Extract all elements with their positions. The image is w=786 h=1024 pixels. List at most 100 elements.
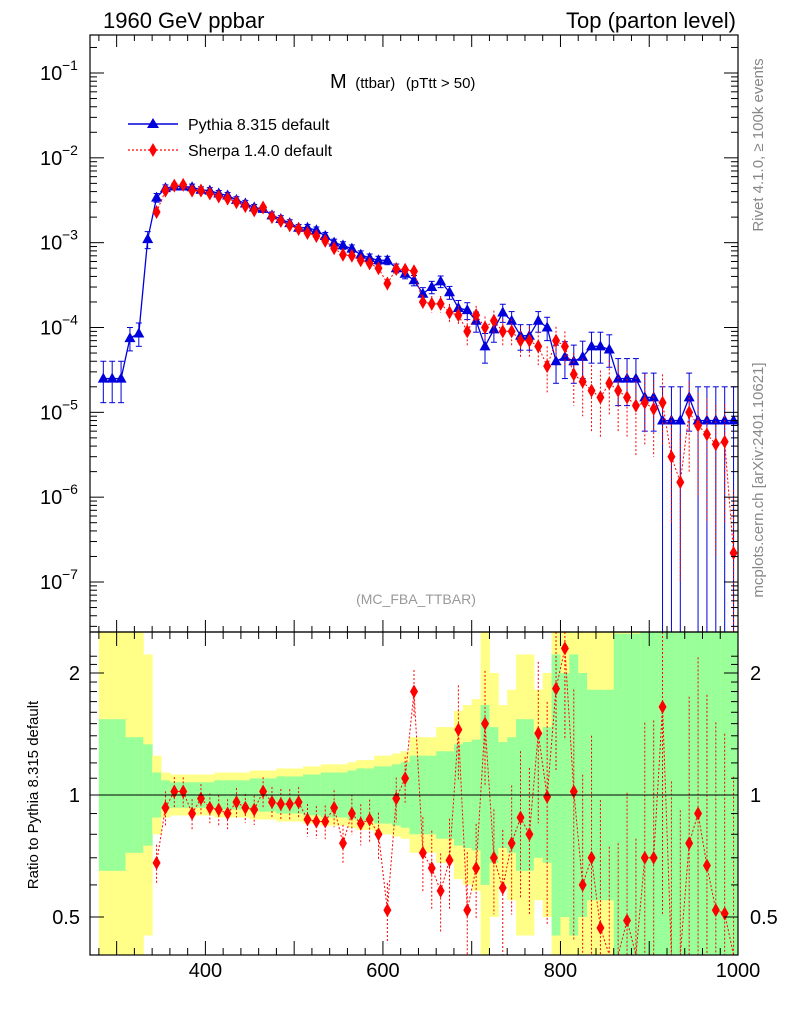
ratio-band-inner [640, 632, 650, 955]
main-ytick-exponent: −7 [62, 566, 78, 582]
ratio-connector [599, 927, 610, 956]
ratio-connector [307, 819, 317, 823]
series-point-pythia [106, 372, 118, 383]
ratio-connector [688, 813, 699, 844]
series-point-pythia [124, 332, 136, 343]
series-line-segment [386, 268, 397, 284]
ratio-ytick-label: 2 [69, 663, 80, 685]
ratio-connector [502, 843, 513, 888]
series-line-segment [147, 197, 158, 240]
ratio-connector [386, 798, 397, 911]
series-point-pythia [603, 343, 615, 354]
series-point-pythia [550, 355, 562, 366]
ratio-connector [528, 733, 539, 835]
ratio-connector [191, 798, 202, 814]
ratio-connector [520, 817, 530, 835]
series-line-segment [218, 196, 228, 200]
series-point-sherpa [729, 545, 738, 560]
ratio-axes: 400 600 800 1000 0.5 0.5 1 1 2 2 [52, 632, 778, 982]
ratio-xtick-label: 400 [189, 960, 222, 982]
ratio-ytick-label-right: 0.5 [750, 907, 778, 929]
series-point-pythia [461, 304, 473, 315]
series-point-pythia [621, 372, 633, 383]
main-ytick-label: 10 [40, 402, 62, 424]
series-line-segment [422, 301, 432, 305]
header-left: 1960 GeV ppbar [103, 8, 264, 33]
ratio-xtick-label: 600 [366, 960, 399, 982]
legend-label-pythia: Pythia 8.315 default [188, 117, 330, 134]
series-point-pythia [417, 287, 429, 298]
ratio-connector [342, 813, 353, 844]
series-point-pythia [710, 414, 722, 425]
main-ytick-label: 10 [40, 148, 62, 170]
series-line-segment [342, 254, 352, 257]
ratio-connector [493, 857, 504, 889]
main-ytick-exponent: −5 [62, 396, 78, 412]
series-point-pythia [435, 275, 447, 286]
main-ytick-label: 10 [40, 233, 62, 255]
ratio-xtick-label: 1000 [716, 960, 761, 982]
ratio-ytick-label: 1 [69, 785, 80, 807]
ratio-connector [679, 843, 690, 956]
series-line-segment [254, 206, 264, 211]
ratio-connector [653, 706, 664, 858]
series-point-pythia [728, 414, 740, 425]
series-point-pythia [568, 355, 580, 366]
ratio-connector [165, 791, 175, 809]
ratio-connector [404, 691, 415, 779]
ratio-connector [422, 852, 433, 869]
series-point-pythia [444, 286, 456, 297]
main-ytick-label: 10 [40, 318, 62, 340]
series-line-segment [209, 193, 219, 197]
legend-marker-pythia [147, 118, 159, 128]
ratio-connector [245, 807, 255, 811]
series-line-segment [227, 198, 237, 203]
main-ytick-exponent: −3 [62, 227, 78, 243]
series-line-segment [457, 314, 468, 332]
series-line-segment [564, 346, 575, 375]
ratio-connector [156, 807, 166, 863]
ratio-frame [89, 631, 739, 956]
main-ytick-exponent: −4 [62, 312, 78, 328]
ratio-connector [662, 706, 672, 956]
ratio-connector [209, 807, 219, 811]
series-point-pythia [541, 321, 553, 332]
series-line-segment [413, 271, 424, 303]
ratio-connector [697, 813, 708, 866]
series-line-segment [670, 456, 681, 483]
series-point-pythia [665, 414, 677, 425]
ratio-ytick-label-right: 1 [750, 785, 761, 807]
series-point-pythia [381, 254, 393, 265]
analysis-tag: (MC_FBA_TTBAR) [356, 591, 476, 607]
series-line-segment [138, 239, 149, 334]
ratio-connector [484, 723, 495, 858]
main-ytick-exponent: −1 [62, 57, 78, 73]
series-point-pythia [719, 414, 731, 425]
plot-title-sub: (ttbar) [355, 75, 395, 92]
ratio-band-inner [675, 632, 686, 955]
legend-marker-sherpa [149, 143, 157, 157]
ratio-connector [626, 920, 637, 956]
legend-label-sherpa: Sherpa 1.4.0 default [188, 143, 333, 160]
series-line-segment [466, 314, 477, 332]
series-point-pythia [683, 391, 695, 402]
ratio-xtick-label: 800 [544, 960, 577, 982]
series-line-segment [405, 269, 415, 272]
ratio-band-inner [720, 632, 730, 955]
main-ytick-exponent: −2 [62, 142, 78, 158]
series-line-segment [307, 232, 317, 237]
ratio-connector [271, 801, 281, 805]
main-ytick-exponent: −6 [62, 481, 78, 497]
ratio-connector [706, 865, 717, 911]
ratio-connector [413, 691, 424, 853]
series-line-segment [546, 327, 557, 362]
series-line-segment [635, 402, 645, 407]
ratio-band-inner [702, 632, 712, 955]
ratio-ytick-label: 0.5 [52, 907, 80, 929]
series-line-segment [608, 349, 619, 379]
series-line-segment [174, 184, 184, 187]
ratio-connector [440, 860, 450, 892]
series-line-segment [715, 441, 725, 445]
main-axes: 10−110−210−310−410−510−610−7 [40, 35, 739, 632]
